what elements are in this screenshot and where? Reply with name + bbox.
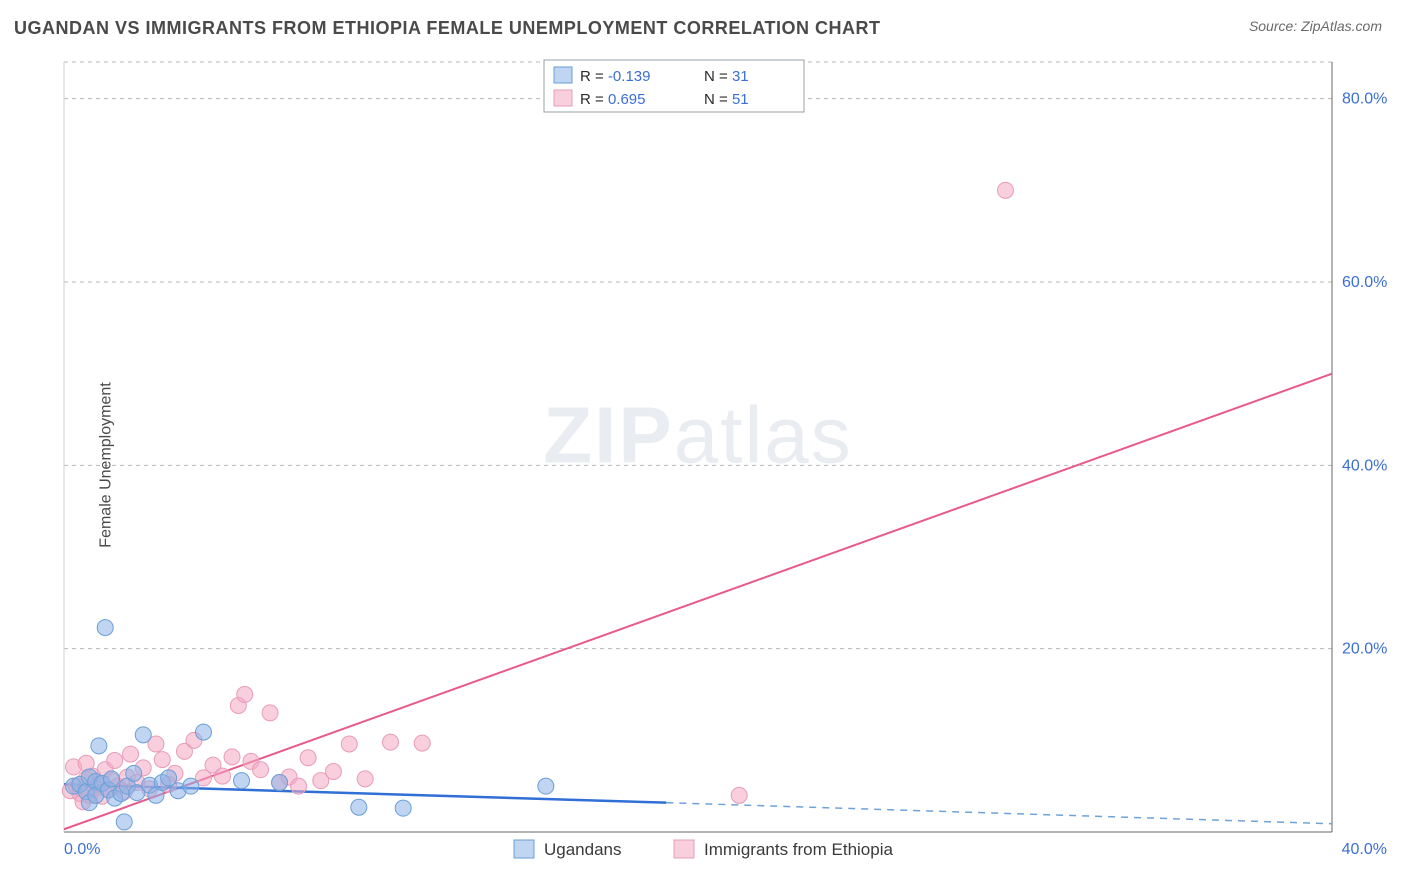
- trend-line-ugandans-extrapolated: [666, 803, 1332, 824]
- legend-swatch-ugandans: [554, 67, 572, 83]
- data-point-ethiopia: [253, 762, 269, 778]
- legend-r-label: R = -0.139: [580, 68, 650, 85]
- data-point-ugandans: [195, 724, 211, 740]
- data-point-ugandans: [538, 778, 554, 794]
- data-point-ethiopia: [383, 734, 399, 750]
- data-point-ethiopia: [123, 746, 139, 762]
- data-point-ethiopia: [107, 753, 123, 769]
- data-point-ethiopia: [262, 705, 278, 721]
- data-point-ethiopia: [224, 749, 240, 765]
- correlation-scatter-chart: ZIPatlas 20.0% 40.0% 60.0% 80.0% 0.0% 40.0% R =…: [14, 52, 1392, 878]
- data-point-ugandans: [126, 765, 142, 781]
- y-tick-label: 40.0%: [1342, 457, 1387, 474]
- data-point-ethiopia: [997, 182, 1013, 198]
- data-point-ethiopia: [325, 764, 341, 780]
- y-axis-title: Female Unemployment: [98, 382, 116, 547]
- data-point-ethiopia: [341, 736, 357, 752]
- data-point-ugandans: [104, 771, 120, 787]
- data-point-ugandans: [135, 727, 151, 743]
- y-tick-label: 80.0%: [1342, 91, 1387, 108]
- data-point-ethiopia: [731, 787, 747, 803]
- legend-label-ethiopia: Immigrants from Ethiopia: [704, 840, 893, 859]
- data-point-ethiopia: [237, 687, 253, 703]
- svg-text:ZIPatlas: ZIPatlas: [543, 390, 852, 479]
- data-point-ugandans: [351, 799, 367, 815]
- y-tick-label: 20.0%: [1342, 641, 1387, 658]
- data-point-ethiopia: [291, 778, 307, 794]
- data-point-ugandans: [183, 778, 199, 794]
- data-point-ugandans: [272, 775, 288, 791]
- legend-n-label: N = 51: [704, 91, 749, 108]
- legend-r-label: R = 0.695: [580, 91, 645, 108]
- chart-container: Female Unemployment ZIPatlas 20.0% 40.0% 60…: [14, 52, 1392, 878]
- data-point-ethiopia: [215, 768, 231, 784]
- data-point-ethiopia: [414, 735, 430, 751]
- legend-swatch-ethiopia: [674, 840, 694, 858]
- x-tick-label: 0.0%: [64, 841, 100, 858]
- legend-swatch-ugandans: [514, 840, 534, 858]
- data-point-ethiopia: [357, 771, 373, 787]
- data-point-ugandans: [234, 773, 250, 789]
- source-attribution: Source: ZipAtlas.com: [1249, 18, 1382, 34]
- legend-label-ugandans: Ugandans: [544, 840, 622, 859]
- x-tick-label: 40.0%: [1342, 841, 1387, 858]
- legend-swatch-ethiopia: [554, 90, 572, 106]
- data-point-ethiopia: [154, 752, 170, 768]
- data-point-ugandans: [395, 800, 411, 816]
- data-point-ugandans: [97, 620, 113, 636]
- data-point-ugandans: [91, 738, 107, 754]
- data-point-ethiopia: [300, 750, 316, 766]
- data-point-ugandans: [116, 814, 132, 830]
- chart-title: UGANDAN VS IMMIGRANTS FROM ETHIOPIA FEMA…: [14, 18, 880, 39]
- legend-n-label: N = 31: [704, 68, 749, 85]
- y-tick-label: 60.0%: [1342, 274, 1387, 291]
